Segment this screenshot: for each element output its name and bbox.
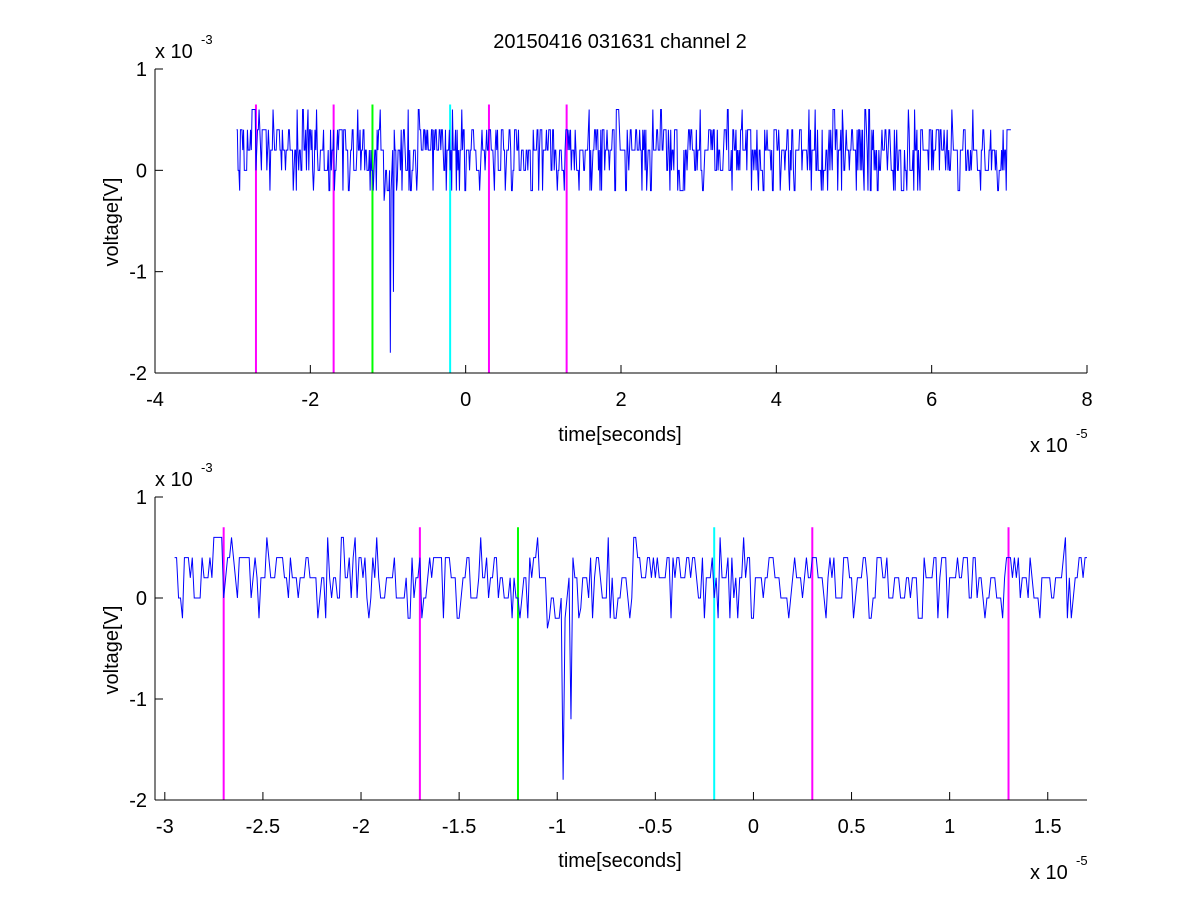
bottom-x-multiplier: x 10 [1030, 862, 1068, 884]
top-y-tick-label: -1 [129, 262, 147, 284]
bottom-x-tick-label: -1 [548, 816, 566, 838]
top-y-tick-label: 0 [136, 160, 147, 182]
bottom-y-tick-label: 1 [136, 487, 147, 509]
top-x-exponent: x 10 -5 [1030, 426, 1088, 457]
bottom-y-tick-label: 0 [136, 588, 147, 610]
bottom-x-exponent: x 10 -5 [1030, 853, 1088, 884]
bottom-y-multiplier: x 10 [155, 469, 193, 491]
bottom-y-tick-label: -1 [129, 689, 147, 711]
top-x-tick-label: 6 [926, 389, 937, 411]
top-x-tick-label: -4 [146, 389, 164, 411]
bottom-x-exponent-value: -5 [1076, 853, 1088, 868]
chart-title: 20150416 031631 channel 2 [493, 31, 747, 53]
top-y-multiplier: x 10 [155, 41, 193, 63]
top-x-multiplier: x 10 [1030, 435, 1068, 457]
bottom-plot-signal [174, 536, 1087, 780]
bottom-x-tick-label: 0.5 [838, 816, 866, 838]
top-plot-axes: -4 -2 0 2 4 6 8 -2 -1 0 1 [129, 59, 1092, 411]
top-plot-signal [236, 109, 1011, 353]
top-plot: -4 -2 0 2 4 6 8 -2 -1 0 1 time[seconds] voltage[V]… [101, 32, 1093, 457]
bottom-plot-markers [222, 527, 1010, 800]
bottom-x-tick-label: -3 [156, 816, 174, 838]
bottom-y-tick-label: -2 [129, 790, 147, 812]
bottom-x-tick-label: 1.5 [1034, 816, 1062, 838]
top-y-exponent-value: -3 [201, 32, 213, 47]
bottom-x-tick-label: -1.5 [442, 816, 476, 838]
bottom-y-exponent: x 10 -3 [155, 460, 213, 491]
bottom-x-tick-label: -2.5 [246, 816, 280, 838]
bottom-plot-axes: -3 -2.5 -2 -1.5 -1 -0.5 0 0.5 1 1.5 -2 -1 0 1 [129, 487, 1087, 838]
bottom-x-axis-label: time[seconds] [558, 850, 681, 872]
bottom-x-tick-label: -2 [352, 816, 370, 838]
top-x-tick-label: 4 [771, 389, 782, 411]
top-x-axis-label: time[seconds] [558, 424, 681, 446]
top-x-tick-label: 8 [1081, 389, 1092, 411]
bottom-x-tick-label: 1 [944, 816, 955, 838]
top-y-tick-label: 1 [136, 59, 147, 81]
top-x-tick-label: 2 [615, 389, 626, 411]
top-x-tick-label: -2 [301, 389, 319, 411]
top-x-tick-label: 0 [460, 389, 471, 411]
top-x-exponent-value: -5 [1076, 426, 1088, 441]
bottom-x-tick-label: -0.5 [638, 816, 672, 838]
bottom-plot: -3 -2.5 -2 -1.5 -1 -0.5 0 0.5 1 1.5 -2 -1 0 1 time[se… [101, 460, 1088, 884]
top-y-axis-label: voltage[V] [101, 178, 123, 267]
top-y-tick-label: -2 [129, 363, 147, 385]
bottom-y-exponent-value: -3 [201, 460, 213, 475]
top-y-exponent: x 10 -3 [155, 32, 213, 63]
bottom-y-axis-label: voltage[V] [101, 606, 123, 695]
bottom-x-tick-label: 0 [748, 816, 759, 838]
